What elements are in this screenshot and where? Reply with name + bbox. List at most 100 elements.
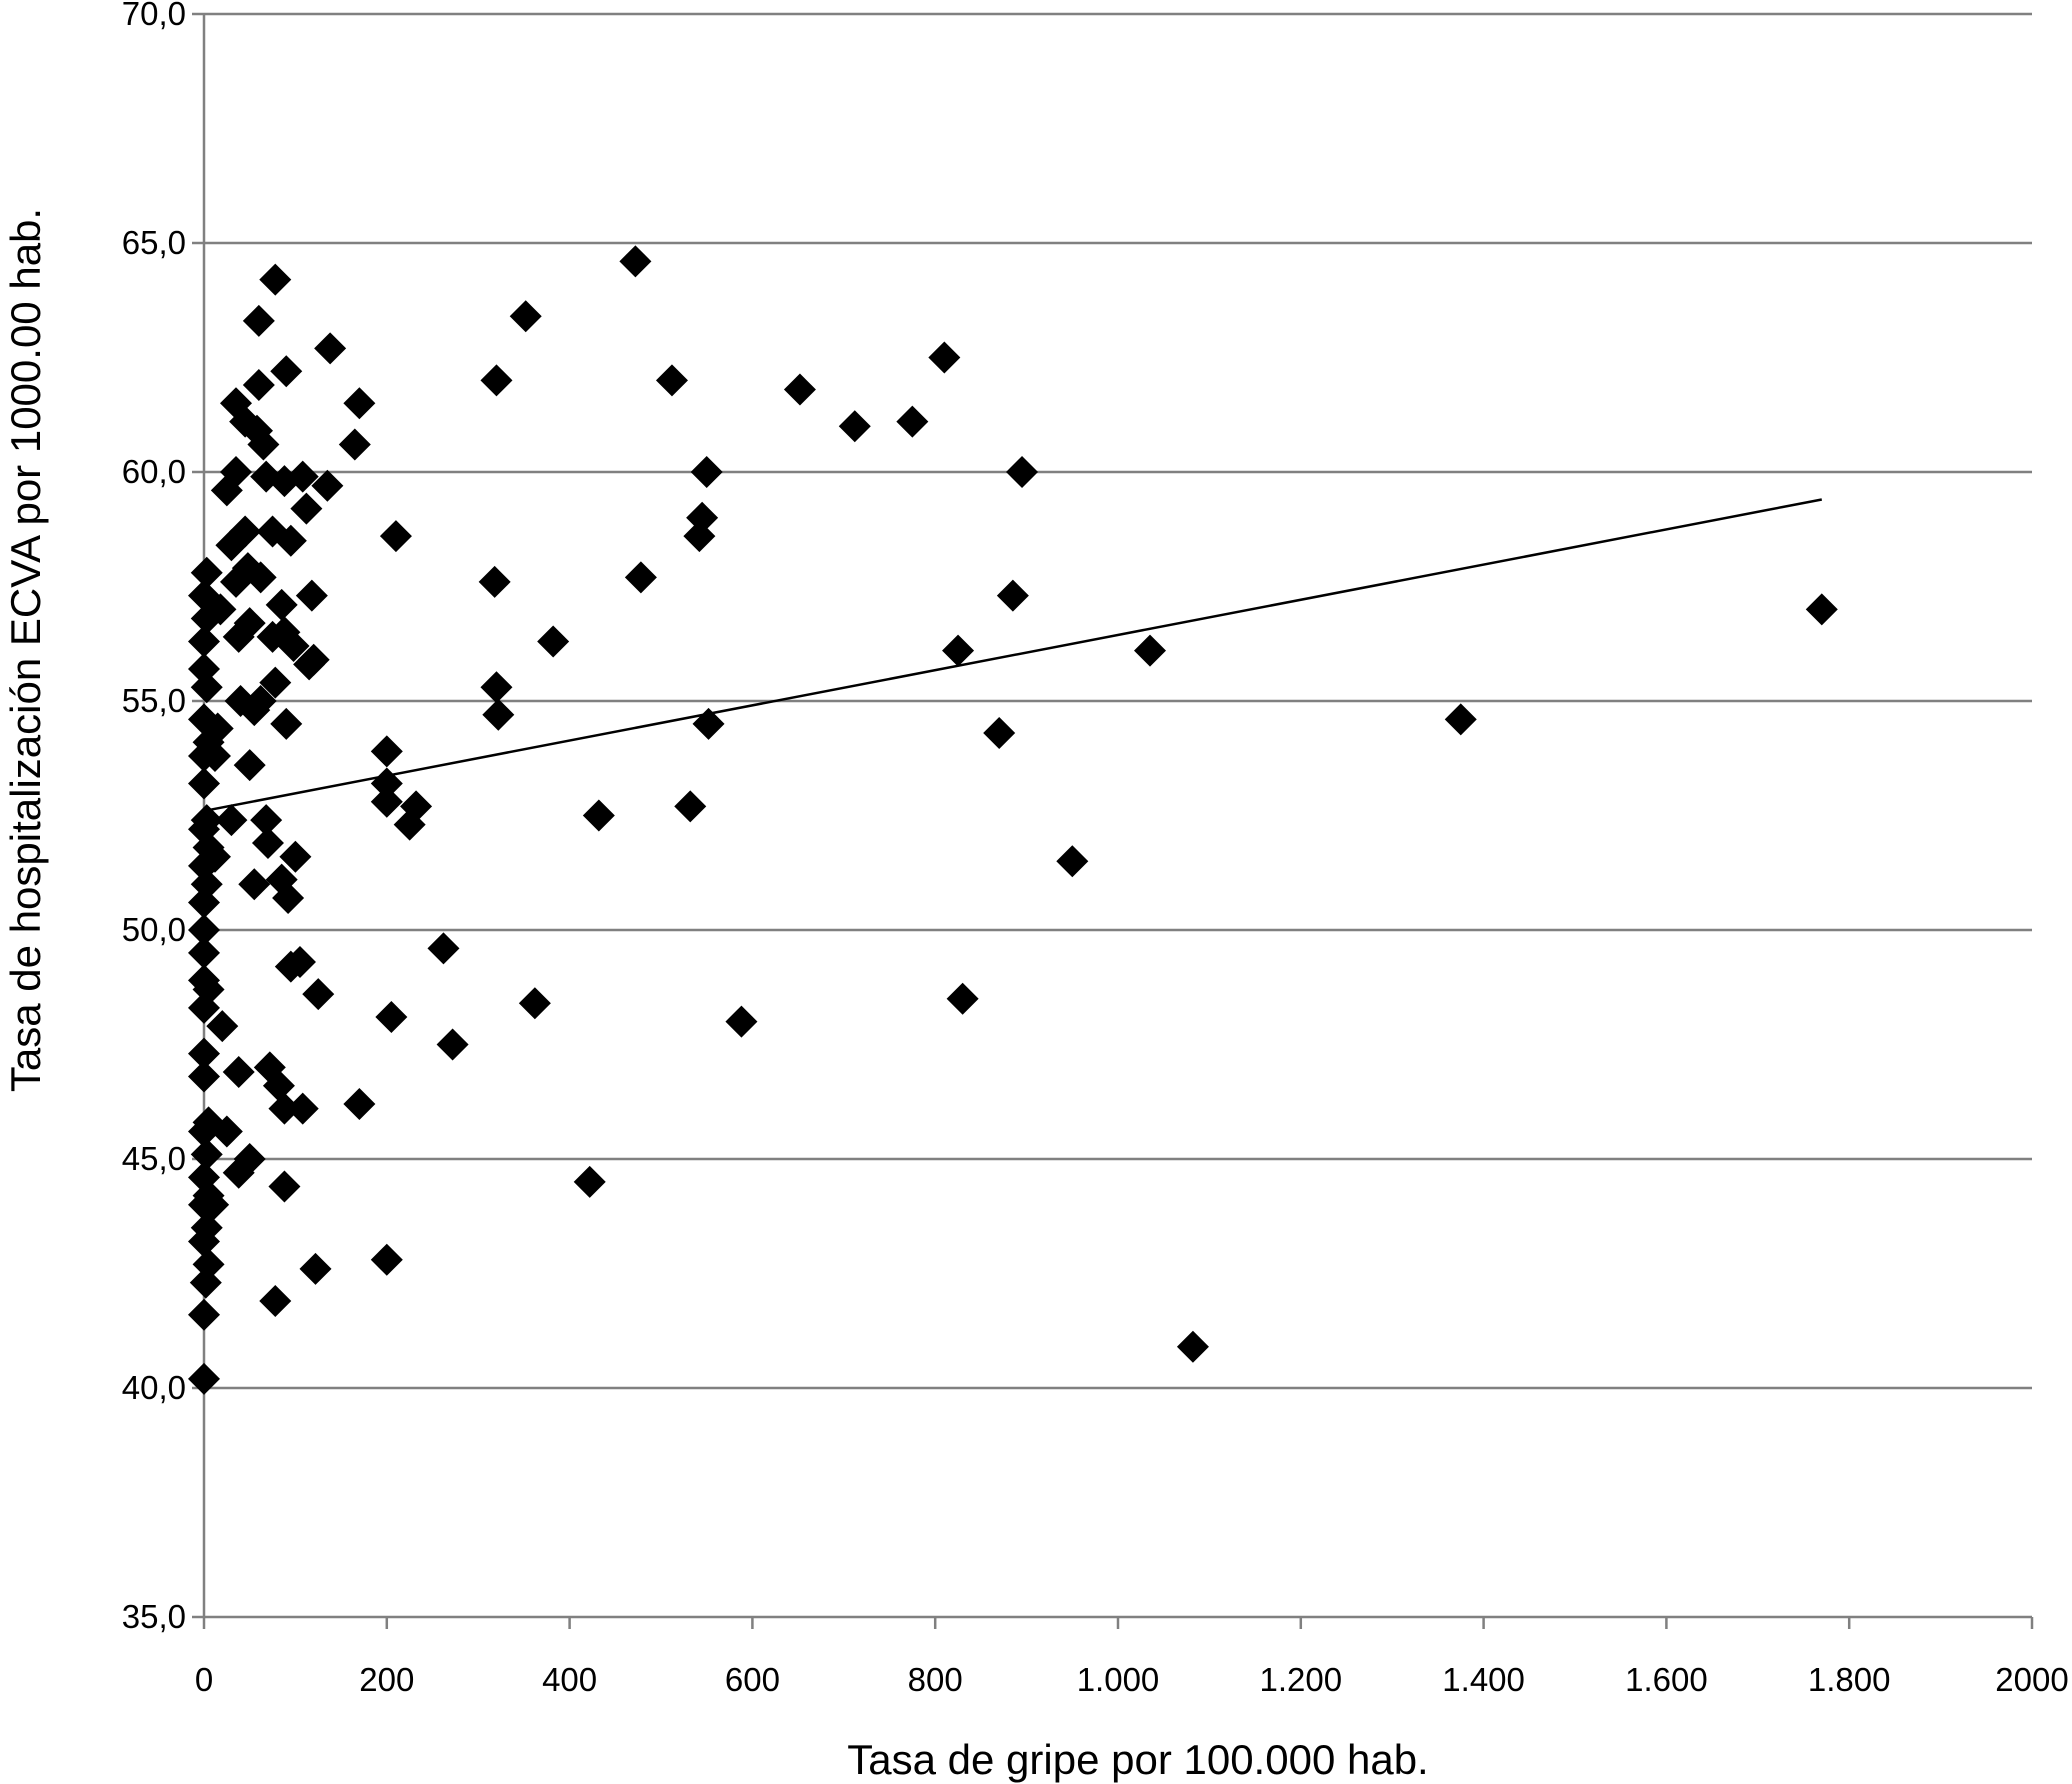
x-tick-label: 1.600 [1625,1661,1708,1698]
data-point [1056,845,1089,878]
data-point [242,304,275,337]
data-point [1805,593,1838,626]
tick-labels: 35,0 40,0 45,0 50,0 55,0 60,0 65,0 70,0 0 200 400 6… [122,0,2069,1698]
data-point [286,1092,319,1125]
x-tick-label: 1.400 [1442,1661,1525,1698]
data-point [198,739,231,772]
x-tick-label: 1.200 [1260,1661,1343,1698]
data-point [480,364,513,397]
trendline [203,498,1823,813]
data-point [192,1248,225,1281]
y-tick-label: 65,0 [122,224,186,261]
data-point [370,1243,403,1276]
data-point [233,607,266,640]
data-point [229,515,262,548]
y-tick-label: 70,0 [122,0,186,32]
data-point [231,552,264,585]
data-point [302,978,335,1011]
data-point [259,263,292,296]
x-tick-label: 1.800 [1808,1661,1891,1698]
x-tick-label: 0 [195,1661,213,1698]
x-tick-label: 400 [542,1661,597,1698]
data-point [343,387,376,420]
data-point [1176,1330,1209,1363]
y-axis-label: Tasa de hospitalización ECVA por 1000.00… [2,208,49,1092]
data-point [896,405,929,438]
data-point [427,932,460,965]
y-tick-label: 45,0 [122,1140,186,1177]
data-point [219,456,252,488]
data-point [190,804,223,837]
data-point [188,1298,220,1331]
data-point [242,368,275,401]
data-point [674,790,707,823]
x-axis-label: Tasa de gripe por 100.000 hab. [847,1736,1428,1783]
data-point [210,1115,243,1148]
data-point [262,1069,295,1102]
y-tick-label: 60,0 [122,453,186,490]
data-point [188,964,220,997]
data-point [573,1165,606,1198]
y-tick-label: 50,0 [122,911,186,948]
data-point [188,936,220,969]
data-point [400,790,433,823]
data-point [370,735,403,768]
data-point [238,868,271,901]
data-point [314,332,347,365]
data-point [233,749,266,782]
data-point [244,561,277,594]
data-point [343,1088,376,1121]
data-point [188,652,220,685]
data-point [204,593,237,626]
data-point [215,804,248,837]
data-point [582,799,615,832]
data-point [783,373,816,406]
data-point [1006,456,1039,488]
data-point [537,625,570,658]
y-tick-label: 35,0 [122,1598,186,1635]
trendline-layer [203,498,1823,813]
data-point [188,625,220,658]
data-point [518,987,551,1020]
x-tick-label: 800 [908,1661,963,1698]
data-point [259,666,292,699]
data-point [233,1143,266,1175]
y-tick-label: 55,0 [122,682,186,719]
data-point [277,630,310,663]
data-point [188,1060,220,1093]
data-point [286,460,319,493]
data-point [198,840,231,873]
data-point [188,1161,220,1194]
data-point [624,561,657,594]
data-point [996,579,1029,612]
data-point [370,767,403,800]
data-point [690,456,723,488]
data-point [251,826,284,859]
data-point [686,501,719,534]
data-point [222,1055,255,1088]
data-point [201,712,234,745]
data-point [1444,703,1477,736]
x-tick-label: 2000 [1995,1661,2068,1698]
data-point [311,469,344,502]
data-point [188,767,220,800]
data-point [838,410,871,443]
data-point [297,643,330,676]
data-point [279,840,312,873]
data-point [482,698,515,731]
data-point [190,1211,223,1244]
data-point [290,492,323,525]
data-point [509,300,542,333]
data-point [725,1005,758,1038]
data-point [295,579,328,612]
data-point [206,1010,239,1043]
data-point [370,785,403,818]
data-point [190,556,223,589]
y-tick-label: 40,0 [122,1369,186,1406]
data-point [268,1092,301,1125]
data-point [619,245,652,278]
data-point [480,671,513,704]
data-point [299,1252,332,1285]
data-point [478,565,511,598]
